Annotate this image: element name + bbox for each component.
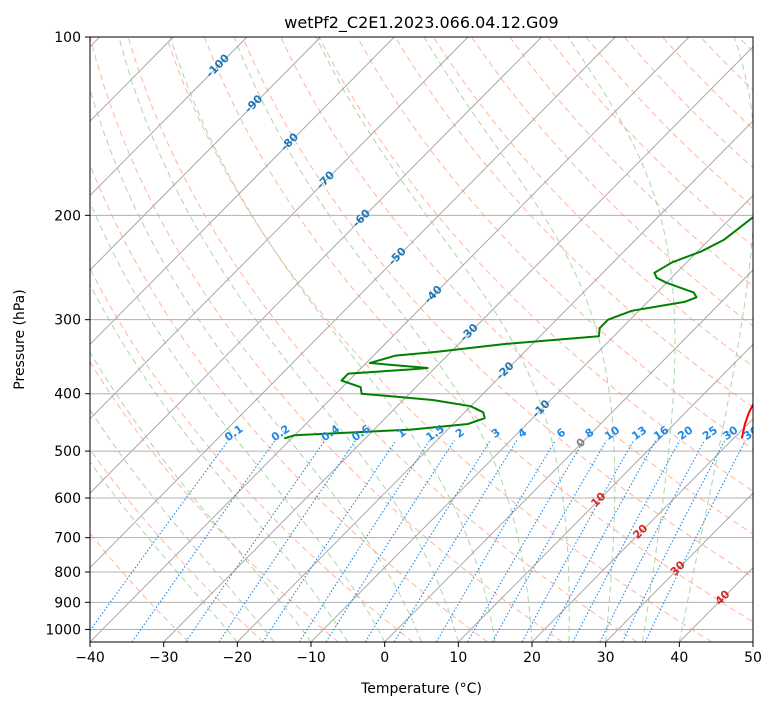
isotherm-line: [531, 418, 753, 642]
mixing-ratio-line: [185, 440, 326, 642]
mixing-ratio-line: [572, 440, 681, 642]
plot-frame: [89, 36, 754, 643]
isotherm-line: [90, 37, 469, 420]
moist-adiabat-line: [315, 37, 570, 642]
isotherm-line: [90, 37, 616, 569]
x-tick-label: 20: [523, 650, 541, 666]
chart-title: wetPf2_C2E1.2023.066.04.12.G09: [284, 13, 558, 33]
dry-adiabat-line: [471, 37, 753, 327]
mixing-ratio-line: [218, 440, 356, 642]
y-tick-label: 900: [54, 595, 81, 611]
moist-adiabat-line: [118, 37, 459, 642]
y-tick-label: 400: [54, 387, 81, 403]
isotherm-line: [90, 37, 690, 642]
isotherm-line: [163, 46, 753, 642]
isotherm-line: [90, 37, 395, 345]
mixing-ratio-line: [599, 440, 705, 642]
y-axis: 100 200 300 400 500 600 700 800 900 1000: [45, 30, 90, 638]
moist-adiabats: [90, 37, 753, 642]
dry-adiabat-line: [90, 37, 563, 642]
plot-area: -100-90-80-70-60-50-40-30-20-10010203040…: [90, 37, 761, 642]
isotherm-line: [90, 37, 542, 494]
dry-adiabat-line: [90, 448, 264, 642]
y-tick-label: 700: [54, 531, 81, 547]
mixing-ratio-line: [644, 440, 746, 642]
dry-adiabat-line: [356, 37, 753, 450]
y-tick-label: 300: [54, 313, 81, 329]
mixing-ratio-line: [467, 440, 585, 642]
isotherm-line: [384, 269, 753, 642]
dry-adiabat-line: [432, 37, 753, 368]
y-tick-label: 600: [54, 491, 81, 507]
moist-adiabat-line: [90, 201, 386, 642]
x-tick-label: −40: [75, 650, 105, 666]
moist-adiabat-line: [169, 37, 496, 642]
dry-adiabat-line: [318, 37, 753, 492]
isotherm-line: [605, 492, 753, 642]
mixing-ratio-line: [435, 440, 556, 642]
moist-adiabat-line: [423, 37, 616, 642]
sounding-profiles: [283, 215, 753, 440]
isotherms: [90, 37, 753, 642]
isotherm-line: [458, 343, 753, 642]
y-axis-label: Pressure (hPa): [12, 289, 28, 389]
pressure-gridlines: [90, 37, 753, 630]
moist-adiabat-line: [90, 461, 238, 642]
y-tick-label: 800: [54, 565, 81, 581]
y-tick-label: 100: [54, 30, 81, 46]
dry-adiabat-line: [394, 37, 753, 409]
x-tick-label: −20: [223, 650, 253, 666]
isotherm-line: [310, 194, 753, 642]
dewpoint-line: [283, 215, 753, 440]
x-axis-label: Temperature (°C): [360, 681, 482, 697]
x-tick-label: 30: [597, 650, 615, 666]
mixing-ratio-line: [364, 440, 491, 642]
isotherm-line: [90, 37, 321, 271]
y-tick-label: 200: [54, 208, 81, 224]
mixing-ratio-line: [262, 440, 397, 642]
x-tick-label: 40: [670, 650, 688, 666]
moist-adiabat-line: [90, 408, 275, 642]
dry-adiabat-line: [165, 37, 712, 642]
dry-adiabat-line: [242, 37, 753, 579]
dry-adiabat-line: [509, 37, 753, 287]
mixing-ratio-line: [325, 440, 455, 642]
moist-adiabat-line: [233, 37, 533, 642]
moist-adiabat-line: [90, 283, 349, 642]
x-tick-label: 10: [449, 650, 467, 666]
y-tick-label: 1000: [45, 622, 81, 638]
mixing-ratio-lines: [90, 440, 746, 642]
mixing-ratio-line: [298, 440, 430, 642]
moist-adiabat-line: [567, 37, 676, 642]
mixing-ratio-line: [131, 440, 276, 642]
x-axis: −40 −30 −20 −10 0 10 20 30 40 50: [75, 642, 762, 666]
x-tick-label: −10: [296, 650, 326, 666]
x-tick-label: 0: [380, 650, 389, 666]
mixing-ratio-line: [393, 440, 518, 642]
dry-adiabat-line: [203, 37, 753, 623]
dry-adiabat-line: [90, 267, 414, 642]
mixing-ratio-line: [545, 440, 657, 642]
dry-adiabat-line: [127, 37, 638, 642]
isotherm-line: [237, 120, 753, 642]
y-tick-label: 500: [54, 444, 81, 460]
x-tick-label: −30: [149, 650, 179, 666]
mixing-ratio-label: 36: [741, 423, 761, 443]
x-tick-label: 50: [744, 650, 762, 666]
isotherm-line: [90, 37, 248, 197]
moist-adiabat-line: [90, 87, 422, 642]
moist-adiabat-line: [678, 37, 753, 642]
